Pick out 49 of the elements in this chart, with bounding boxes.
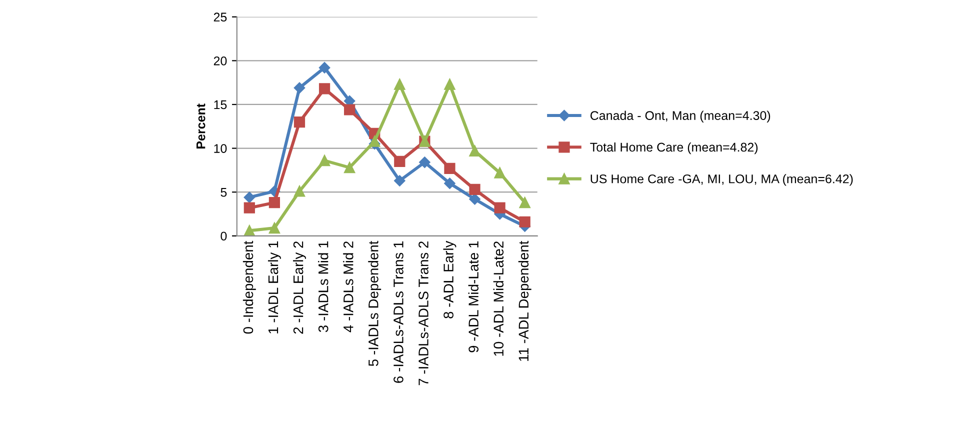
point bbox=[394, 156, 406, 167]
x-tick-label: 0 -Independent bbox=[242, 240, 256, 334]
x-tick-label: 5 -IADLs Dependent bbox=[368, 240, 382, 366]
point bbox=[244, 202, 255, 214]
point bbox=[244, 225, 255, 236]
x-tick-label: 11 -ADL Dependent bbox=[518, 240, 532, 361]
y-tick-label: 20 bbox=[214, 56, 227, 66]
y-tick-label: 25 bbox=[214, 12, 227, 22]
point bbox=[294, 186, 306, 197]
legend-label: Total Home Care (mean=4.82) bbox=[590, 142, 758, 154]
y-axis-title: Percent bbox=[196, 104, 206, 148]
y-tick-label: 0 bbox=[220, 232, 227, 241]
point bbox=[318, 83, 330, 94]
x-tick-label: 2 -IADL Early 2 bbox=[293, 241, 306, 334]
point bbox=[369, 136, 380, 147]
point bbox=[294, 82, 306, 94]
point bbox=[444, 178, 456, 189]
x-tick-label: 8 -ADL Early bbox=[443, 240, 456, 318]
point bbox=[244, 192, 256, 203]
point bbox=[444, 78, 456, 90]
point bbox=[469, 184, 480, 196]
y-tick-label: 5 bbox=[220, 188, 227, 197]
x-tick-label: 4 -IADLs Mid 2 bbox=[343, 241, 354, 332]
point bbox=[444, 162, 456, 174]
point bbox=[494, 167, 506, 178]
point bbox=[268, 197, 280, 208]
point bbox=[419, 156, 430, 168]
legend-label: US Home Care -GA, MI, LOU, MA (mean=6.42) bbox=[590, 174, 853, 186]
x-tick-label: 10 -ADL Mid-Late2 bbox=[493, 241, 504, 356]
x-tick-label: 9 -ADL Mid-Late 1 bbox=[468, 241, 478, 352]
point bbox=[318, 62, 330, 74]
legend-label: Canada - Ont, Man (mean=4.30) bbox=[590, 110, 770, 122]
point bbox=[318, 155, 330, 166]
point bbox=[344, 104, 356, 116]
point bbox=[344, 162, 356, 174]
x-tick-label: 1 -IADL Early 1 bbox=[268, 241, 281, 334]
point bbox=[494, 202, 506, 214]
point bbox=[294, 116, 306, 128]
y-tick-label: 10 bbox=[214, 144, 227, 153]
x-tick-label: 6 -IADLs-ADLs Trans 1 bbox=[394, 241, 404, 383]
point bbox=[519, 197, 530, 208]
point bbox=[469, 145, 480, 156]
point bbox=[394, 78, 406, 90]
x-tick-label: 3 -IADLs Mid 1 bbox=[318, 241, 328, 332]
x-tick-label: 7 -IADLs-ADLS Trans 2 bbox=[418, 241, 428, 386]
point bbox=[394, 175, 406, 186]
point bbox=[268, 222, 280, 234]
point bbox=[519, 216, 530, 228]
y-tick-label: 15 bbox=[214, 100, 227, 110]
